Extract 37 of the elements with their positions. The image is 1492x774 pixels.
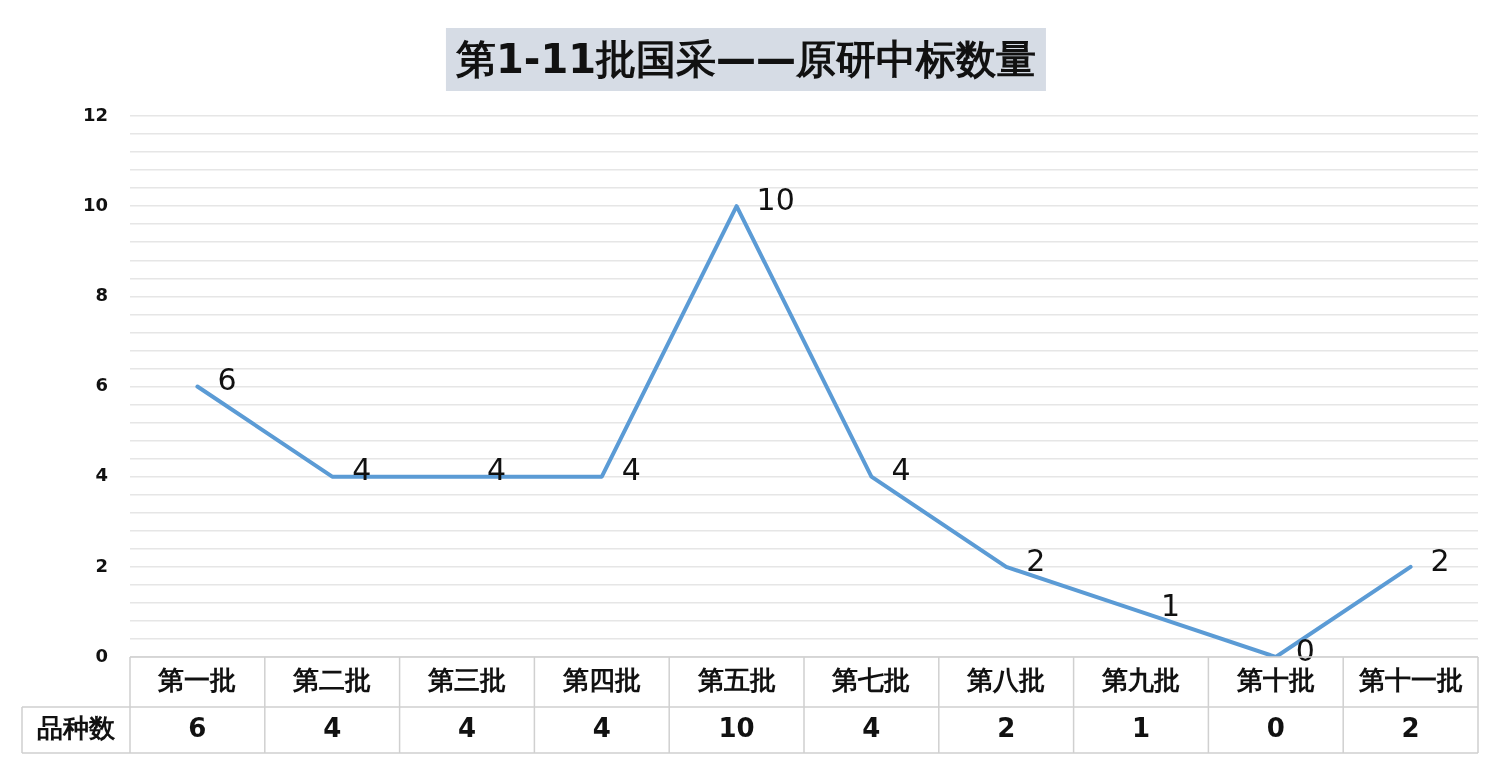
x-tick-label: 第十批	[1235, 665, 1315, 696]
annotation: 2	[1430, 542, 1450, 578]
data-label: 2	[997, 712, 1016, 743]
x-tick-label: 第十一批	[1357, 665, 1463, 696]
x-tick-label: 第二批	[292, 665, 372, 696]
x-tick-label: 第七批	[831, 665, 911, 696]
x-tick-label: 第四批	[561, 665, 641, 696]
y-tick-label: 0	[95, 644, 108, 666]
x-tick-label: 第八批	[966, 665, 1046, 696]
annotation: 4	[891, 452, 911, 488]
data-label: 10	[718, 712, 755, 743]
annotation: 6	[217, 362, 237, 398]
annotation: 0	[1295, 632, 1315, 668]
data-label: 2	[1401, 712, 1420, 743]
y-tick-label: 8	[95, 284, 108, 306]
data-label: 0	[1266, 712, 1285, 743]
chart-title: 第1-11批国采——原研中标数量	[445, 28, 1047, 91]
data-label: 4	[592, 712, 611, 743]
text: 品种数	[37, 712, 116, 743]
y-tick-label: 4	[95, 464, 108, 486]
data-label: 1	[1131, 712, 1151, 743]
annotation: 4	[621, 452, 641, 488]
x-tick-label: 第五批	[696, 665, 776, 696]
data-label: 6	[188, 712, 207, 743]
x-tick-label: 第三批	[427, 665, 506, 696]
y-tick-label: 2	[95, 554, 108, 576]
annotation: 10	[756, 181, 795, 217]
y-tick-label: 10	[82, 193, 108, 215]
data-label: 4	[323, 712, 342, 743]
y-tick-label: 6	[95, 374, 108, 396]
x-tick-label: 第九批	[1101, 665, 1180, 696]
annotation: 2	[1026, 542, 1046, 578]
y-tick-label: 12	[82, 103, 108, 125]
data-label: 4	[862, 712, 881, 743]
data-label: 4	[457, 712, 477, 743]
annotation: 1	[1161, 587, 1181, 623]
x-tick-label: 第一批	[157, 665, 237, 696]
